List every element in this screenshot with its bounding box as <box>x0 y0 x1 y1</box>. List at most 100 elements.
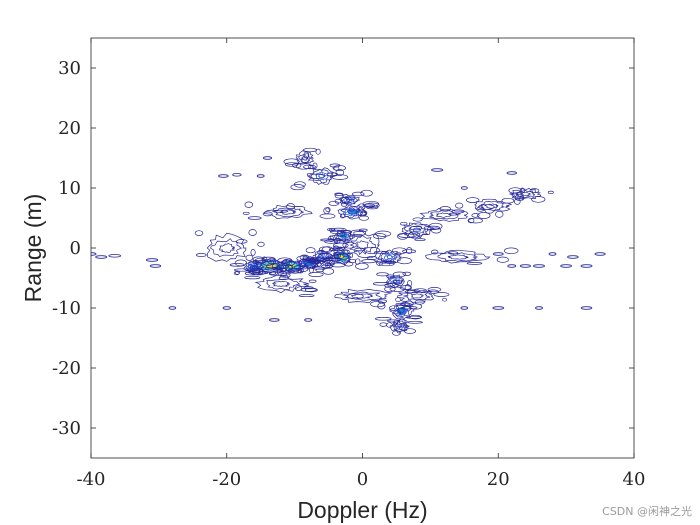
contour-speckle <box>348 207 355 212</box>
contour-speckle <box>408 231 420 239</box>
contour-speckle <box>508 187 523 194</box>
contour-mark <box>95 255 108 259</box>
contour-speckle <box>347 293 364 300</box>
contour-speckle <box>358 228 368 232</box>
contour-speckle <box>386 322 393 328</box>
contour-speckle <box>355 262 369 270</box>
contour-mark <box>262 156 273 160</box>
contour-mark <box>580 264 593 268</box>
contour-speckle <box>514 198 521 205</box>
contour-speckle <box>229 263 245 267</box>
contour-speckle <box>244 201 254 208</box>
contour-speckle <box>400 221 408 226</box>
contour-speckle <box>468 217 483 224</box>
contour-speckle <box>407 320 423 324</box>
contour-speckle <box>318 246 332 253</box>
contour-speckle <box>467 217 475 224</box>
contour-mark <box>145 258 159 262</box>
contour-speckle <box>397 307 405 314</box>
contour-speckle <box>325 207 331 213</box>
contour-speckle <box>308 272 324 277</box>
y-tick-label: -30 <box>52 418 81 439</box>
contour-speckle <box>412 217 423 222</box>
contour-speckle <box>250 249 256 256</box>
contour-blob <box>501 187 554 204</box>
contour-speckle <box>366 256 378 260</box>
contour-blob <box>329 228 392 261</box>
contour-mark <box>460 186 468 190</box>
y-axis-label: Range (m) <box>20 194 46 303</box>
y-tick-label: 20 <box>58 118 81 139</box>
contour-speckle <box>388 305 400 312</box>
contour-mark <box>304 318 313 322</box>
contour-speckle <box>471 213 480 218</box>
x-tick-label: 20 <box>487 469 510 490</box>
contour-speckle <box>242 211 250 215</box>
contour-mark <box>149 264 162 268</box>
contour-speckle <box>466 197 480 203</box>
contour-speckle <box>326 172 339 177</box>
contour-speckle <box>194 230 204 236</box>
contour-speckle <box>247 216 262 220</box>
contour-speckle <box>395 302 412 306</box>
contour-mark <box>567 255 579 259</box>
contour-speckle <box>329 259 335 266</box>
contour-speckle <box>294 285 303 292</box>
contour-speckle <box>262 258 275 266</box>
contour-speckle <box>391 247 407 255</box>
watermark: CSDN @闲神之光 <box>602 505 692 518</box>
contour-speckle <box>307 259 323 263</box>
contour-speckle <box>336 253 350 261</box>
contour-speckle <box>331 227 347 233</box>
contour-speckle <box>236 239 248 244</box>
contour-speckle <box>392 271 407 278</box>
contour-speckle <box>322 267 335 275</box>
contour-speckle <box>300 287 317 292</box>
contour-speckle <box>354 258 361 265</box>
contour-speckle <box>266 263 280 270</box>
contour-speckle <box>248 229 257 236</box>
contour-speckle <box>276 269 285 274</box>
contour-speckle <box>278 276 289 280</box>
contour-speckle <box>268 271 278 276</box>
contour-blob <box>298 286 420 308</box>
y-tick-label: 0 <box>70 238 81 259</box>
contour-speckle <box>392 330 401 336</box>
contour-speckle <box>296 255 314 262</box>
contour-mark <box>108 254 122 258</box>
contour-speckle <box>262 256 276 262</box>
contour-speckle <box>279 273 291 278</box>
contour-speckle <box>233 271 240 276</box>
contour-speckle <box>349 229 367 237</box>
axis-ticks: -40 -20 0 20 40 -30 -20 -10 0 10 20 30 <box>52 38 645 490</box>
contour-speckle <box>385 260 397 264</box>
y-tick-label: -10 <box>52 298 81 319</box>
contour-speckle <box>329 228 336 232</box>
contour-speckle <box>272 262 289 270</box>
contour-speckle <box>392 324 401 328</box>
contour-speckle <box>284 162 299 167</box>
contour-speckle <box>501 197 515 204</box>
y-tick-label: 30 <box>58 58 81 79</box>
contour-speckle <box>442 297 448 302</box>
contour-speckle <box>333 248 345 255</box>
contour-speckle <box>299 254 310 261</box>
contour-speckle <box>514 194 525 201</box>
contour-speckle <box>407 280 413 287</box>
contour-mark <box>548 252 557 256</box>
contour-speckle <box>305 247 316 254</box>
contour-speckle <box>340 229 352 235</box>
contour-speckle <box>312 162 318 169</box>
contour-speckle <box>286 203 296 210</box>
contour-speckle <box>431 227 442 234</box>
contour-speckle <box>377 302 386 310</box>
contour-speckle <box>399 285 413 290</box>
contour-speckle <box>339 213 346 219</box>
contour-speckle <box>495 210 504 218</box>
contour-speckle <box>402 271 412 276</box>
contour-speckle <box>400 301 410 307</box>
contour-speckle <box>448 212 457 216</box>
contour-blob <box>361 246 413 267</box>
contour-speckle <box>397 232 409 240</box>
